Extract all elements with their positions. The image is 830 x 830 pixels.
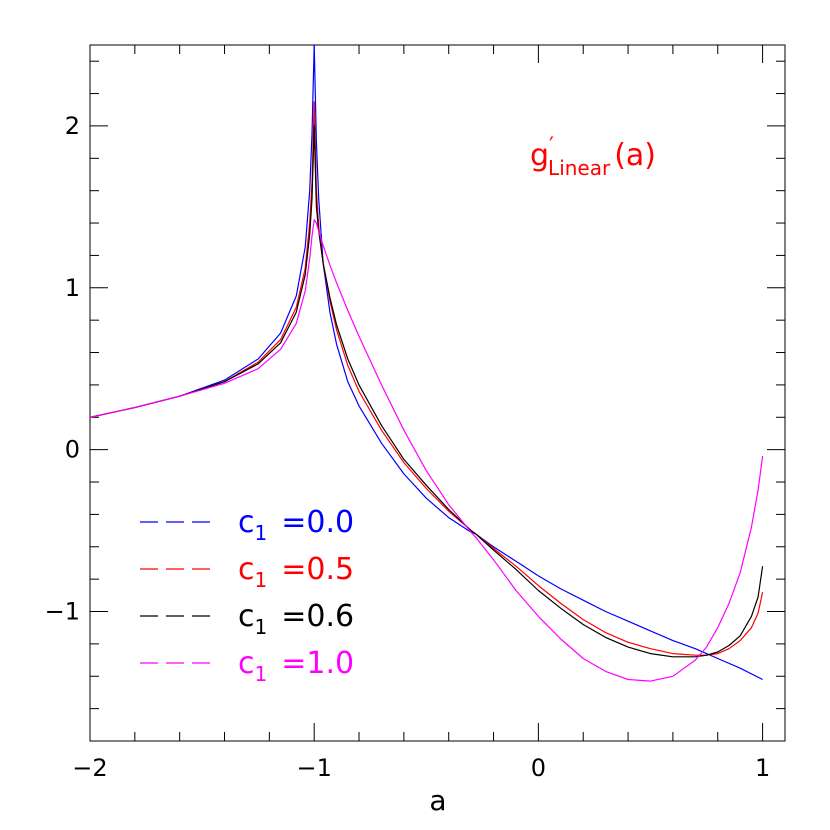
y-tick-label: −1 — [45, 598, 80, 626]
x-tick-label: 0 — [531, 754, 546, 782]
legend-var: c — [238, 599, 255, 634]
legend-sub: 1 — [255, 662, 268, 686]
legend-label: c1 =0.6 — [238, 599, 354, 639]
legend: c1 =0.0c1 =0.5c1 =0.6c1 =1.0 — [140, 505, 354, 686]
x-tick-label: −2 — [72, 754, 107, 782]
series-line-3 — [89, 219, 764, 682]
legend-sub: 1 — [255, 521, 268, 545]
legend-var: c — [238, 505, 255, 540]
annotation-sub: Linear — [548, 156, 611, 180]
legend-sub: 1 — [255, 568, 268, 592]
y-tick-labels: −1 0 1 2 — [45, 112, 80, 626]
legend-value: =0.5 — [281, 552, 354, 587]
y-tick-label: 1 — [65, 274, 80, 302]
series-line-0 — [89, 44, 763, 681]
x-tick-label: 1 — [755, 754, 770, 782]
legend-label: c1 =0.5 — [238, 552, 354, 592]
annotation-text: g′ Linear (a) — [530, 134, 656, 180]
legend-var: c — [238, 552, 255, 587]
plot-frame — [89, 44, 786, 742]
x-tick-label: −1 — [296, 754, 331, 782]
y-tick-label: 0 — [65, 436, 80, 464]
series-line-1 — [89, 101, 764, 656]
series-line-2 — [89, 125, 764, 658]
annotation-label: g′ Linear (a) — [530, 134, 656, 180]
legend-var: c — [238, 646, 255, 681]
axis-ticks — [89, 45, 785, 742]
legend-value: =0.6 — [281, 599, 354, 634]
annotation-arg: (a) — [614, 138, 656, 173]
annotation-prime: ′ — [549, 134, 554, 159]
x-axis-label: a — [429, 784, 446, 817]
curves — [89, 44, 764, 682]
legend-sub: 1 — [255, 615, 268, 639]
annotation-main: g — [530, 138, 549, 173]
legend-label: c1 =1.0 — [238, 646, 354, 686]
legend-label: c1 =0.0 — [238, 505, 354, 545]
y-tick-label: 2 — [65, 112, 80, 140]
x-tick-labels: −2 −1 0 1 — [72, 754, 770, 782]
legend-value: =1.0 — [281, 646, 354, 681]
legend-value: =0.0 — [281, 505, 354, 540]
